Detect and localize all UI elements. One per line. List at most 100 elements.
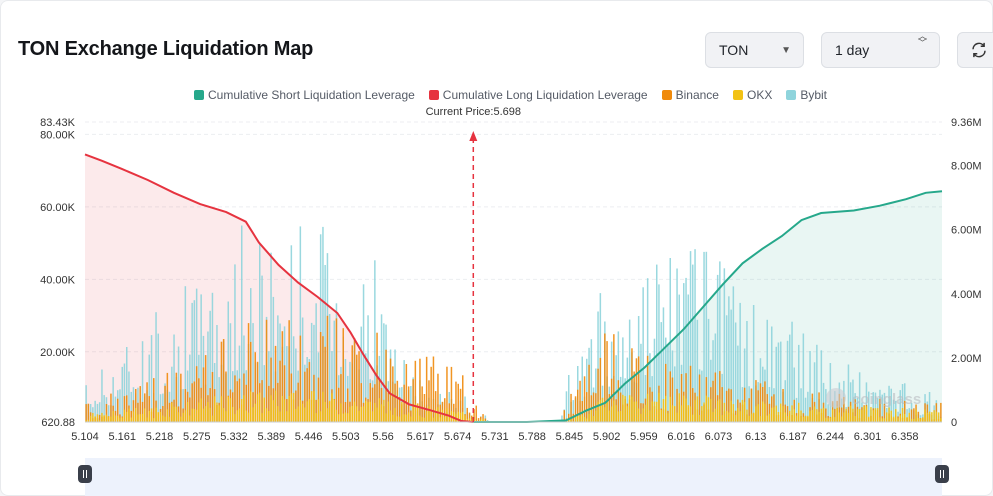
bar-bybit	[586, 358, 588, 422]
bar-okx	[464, 415, 466, 422]
y-left-tick-label: 40.00K	[40, 274, 76, 286]
bar-binance	[353, 338, 356, 422]
bar-binance	[748, 398, 750, 422]
bar-okx	[94, 416, 96, 422]
bar-binance	[304, 371, 306, 422]
x-tick-label: 6.187	[779, 431, 807, 443]
bar-binance	[613, 334, 615, 422]
bar-okx	[396, 416, 399, 422]
bar-binance	[604, 333, 606, 422]
bar-binance	[204, 355, 207, 422]
bar-bybit	[349, 361, 351, 422]
bar-binance	[261, 380, 263, 422]
bar-bybit	[261, 275, 263, 422]
period-select[interactable]: 1 day ︿ ﹀	[821, 32, 940, 68]
bar-okx	[667, 413, 669, 422]
bar-okx	[288, 396, 290, 422]
bar-binance	[238, 378, 241, 422]
current-price-arrow	[469, 131, 478, 141]
bar-okx	[414, 403, 417, 422]
bar-bybit	[793, 367, 795, 422]
bar-bybit	[716, 274, 719, 422]
coin-select[interactable]: TON ▼	[705, 32, 804, 68]
bar-okx	[159, 412, 162, 422]
bar-okx	[888, 407, 890, 422]
bar-okx	[597, 401, 599, 422]
range-navigator[interactable]	[85, 458, 942, 496]
bar-okx	[746, 409, 748, 422]
bar-binance	[340, 374, 342, 422]
bar-okx	[631, 396, 633, 422]
bar-binance	[306, 368, 308, 422]
bar-okx	[324, 401, 326, 422]
bar-okx	[340, 403, 342, 422]
bar-bybit	[689, 251, 692, 422]
short-line	[473, 190, 943, 423]
bar-okx	[150, 408, 153, 422]
bar-binance	[250, 341, 252, 422]
bar-bybit	[572, 400, 574, 422]
bar-okx	[89, 415, 92, 422]
short-area	[473, 191, 942, 422]
bar-okx	[863, 406, 865, 422]
bar-bybit	[157, 333, 159, 422]
navigator-right-handle[interactable]	[935, 465, 949, 483]
bar-binance	[277, 382, 279, 422]
bar-bybit	[234, 264, 236, 422]
bar-okx	[186, 402, 189, 422]
bar-okx	[626, 406, 629, 422]
bar-bybit	[746, 321, 748, 422]
navigator-left-handle[interactable]	[78, 465, 92, 483]
bar-binance	[728, 388, 730, 422]
bar-okx	[881, 418, 883, 422]
bar-okx	[581, 414, 583, 422]
x-tick-label: 5.617	[407, 431, 435, 443]
bar-okx	[768, 413, 771, 422]
bar-okx	[721, 415, 723, 422]
bar-okx	[347, 413, 349, 422]
bar-okx	[895, 409, 897, 422]
updown-chevron-icon: ︿ ﹀	[917, 31, 927, 48]
bar-binance	[599, 357, 602, 422]
bar-okx	[304, 407, 306, 422]
x-tick-label: 5.446	[295, 431, 323, 443]
bar-binance	[750, 388, 753, 422]
bar-bybit	[789, 334, 791, 422]
bar-binance	[834, 408, 836, 422]
bar-okx	[886, 412, 888, 422]
x-tick-label: 5.389	[258, 431, 286, 443]
bar-binance	[209, 388, 211, 422]
bar-binance	[268, 385, 270, 422]
legend-item-okx[interactable]: OKX	[732, 88, 772, 102]
bar-bybit	[590, 339, 593, 422]
bar-okx	[392, 414, 394, 422]
refresh-button[interactable]	[957, 32, 993, 68]
bar-okx	[653, 401, 656, 422]
bar-okx	[910, 418, 913, 422]
bar-okx	[209, 407, 211, 422]
bar-binance	[597, 368, 599, 422]
bar-okx	[331, 393, 333, 422]
legend-item-long[interactable]: Cumulative Long Liquidation Leverage	[428, 88, 648, 102]
bar-okx	[840, 416, 843, 422]
bar-binance	[371, 387, 374, 422]
bar-bybit	[743, 348, 746, 422]
bar-okx	[299, 399, 302, 422]
bar-bybit	[656, 264, 658, 422]
bar-binance	[617, 380, 620, 422]
bar-okx	[646, 393, 649, 422]
bar-okx	[565, 420, 568, 422]
legend-item-bybit[interactable]: Bybit	[786, 88, 827, 102]
bar-okx	[295, 408, 297, 422]
bar-bybit	[737, 345, 739, 422]
bar-okx	[870, 407, 872, 422]
y-right-tick-label: 2.00M	[951, 353, 982, 365]
legend-item-short[interactable]: Cumulative Short Liquidation Leverage	[194, 88, 415, 102]
bar-bybit	[696, 319, 699, 422]
legend-item-binance[interactable]: Binance	[661, 88, 719, 102]
bar-bybit	[707, 318, 710, 422]
bar-bybit	[678, 294, 680, 422]
bar-okx	[222, 408, 225, 422]
bar-binance	[168, 402, 171, 422]
